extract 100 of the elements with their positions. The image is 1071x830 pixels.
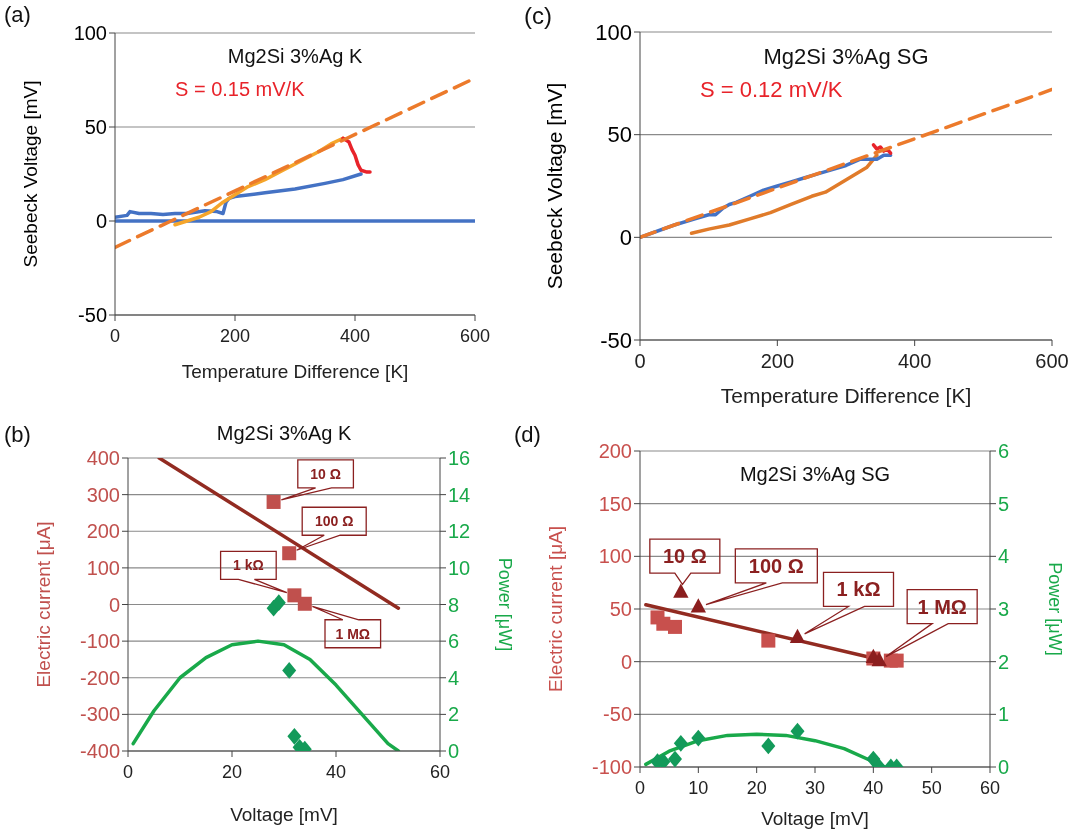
point	[690, 598, 707, 613]
x-axis-title: Temperature Difference [K]	[720, 384, 972, 407]
text: Mg2Si 3%Ag SG	[738, 463, 892, 486]
text: (c)	[524, 2, 552, 30]
point	[871, 651, 887, 667]
callout-box: 1 MΩ	[311, 605, 382, 649]
chart-title: Mg2Si 3%Ag K	[215, 422, 353, 445]
annotation: S = 0.15 mV/K	[175, 78, 305, 101]
point	[297, 596, 312, 611]
x-tick-label: 20	[746, 777, 767, 798]
y-tick-label: -50	[78, 304, 107, 327]
point	[266, 494, 281, 509]
x-tick-label: 30	[804, 777, 826, 798]
x-tick-label: 200	[760, 350, 795, 373]
x-tick-label: 20	[221, 761, 243, 782]
callout-box: 1 MΩ	[885, 588, 978, 658]
y2-tick-label: 1	[998, 703, 1010, 726]
point	[668, 619, 682, 634]
y2-tick-label: 3	[998, 598, 1010, 621]
y2-tick-label: 16	[448, 447, 471, 470]
x-tick-label: 50	[921, 777, 942, 798]
y2-tick-label: 4	[998, 545, 1010, 568]
annotation: 10 Ω	[662, 545, 707, 568]
y2-tick-label: 4	[448, 666, 460, 689]
x-axis-title: Temperature Difference [K]	[181, 361, 409, 382]
y2-tick-label: 2	[448, 703, 460, 726]
y-tick-label: -100	[79, 630, 120, 653]
x-tick-label: 40	[325, 761, 347, 782]
y2-tick-label: 14	[448, 483, 471, 506]
point	[673, 583, 689, 598]
y-tick-label: -200	[79, 666, 120, 689]
x-tick-label: 400	[339, 325, 371, 346]
x-tick-label: 600	[1035, 350, 1069, 373]
y2-axis-title: Power [μW]	[1044, 562, 1065, 656]
y-axis-title: Electric current [μA]	[544, 525, 566, 693]
x-tick-label: 400	[897, 350, 932, 373]
text: (b)	[4, 422, 31, 448]
y-tick-label: 50	[84, 116, 107, 139]
callout-box: 100 Ω	[296, 506, 367, 551]
y-tick-label: 200	[86, 520, 120, 543]
x-axis-title: Voltage [mV]	[230, 804, 338, 825]
y-tick-label: 200	[598, 440, 632, 463]
x-tick-label: 40	[863, 777, 884, 798]
y-tick-label: 100	[598, 545, 632, 568]
y-tick-label: 0	[619, 225, 632, 251]
point	[282, 546, 297, 561]
line-series	[689, 153, 879, 235]
callout-box: 10 Ω	[649, 538, 721, 586]
y-tick-label: 0	[620, 650, 632, 673]
y-axis-title: Seebeck Voltage [mV]	[19, 80, 41, 268]
annotation: 1 MΩ	[335, 625, 371, 642]
x-tick-label: 0	[634, 350, 646, 373]
y2-tick-label: 0	[448, 740, 460, 763]
x-axis-title: Voltage [mV]	[761, 808, 869, 829]
y2-tick-label: 12	[448, 520, 471, 543]
annotation: S = 0.12 mV/K	[700, 77, 843, 103]
x-tick-label: 0	[634, 777, 646, 798]
callout-box: 1 kΩ	[804, 571, 895, 635]
y-axis-title: Electric current [μA]	[32, 521, 54, 688]
y2-tick-label: 6	[448, 630, 460, 653]
y-axis-title: Seebeck Voltage [mV]	[543, 82, 567, 290]
y-tick-label: 100	[595, 19, 632, 45]
line-series	[131, 639, 401, 751]
y-tick-label: 50	[607, 122, 632, 148]
annotation: 1 kΩ	[836, 578, 881, 601]
y-tick-label: 400	[86, 447, 120, 470]
y2-axis-title: Power [μW]	[494, 557, 515, 652]
y-tick-label: -50	[603, 703, 632, 726]
y-tick-label: 100	[86, 556, 120, 579]
callout-box: 10 Ω	[280, 459, 355, 501]
text: (a)	[4, 2, 31, 28]
point	[282, 662, 297, 679]
annotation: 100 Ω	[314, 513, 354, 530]
y2-tick-label: 5	[998, 492, 1010, 515]
y-tick-label: -50	[600, 327, 632, 353]
y-tick-label: -100	[591, 756, 632, 779]
annotation: 100 Ω	[748, 554, 804, 577]
y2-tick-label: 6	[998, 440, 1010, 463]
text: (d)	[514, 422, 541, 448]
point	[271, 594, 286, 612]
point	[789, 628, 806, 644]
annotation: 1 MΩ	[917, 595, 967, 618]
x-tick-label: 600	[459, 325, 491, 346]
y-tick-label: -300	[79, 703, 120, 726]
y-tick-label: 150	[598, 492, 632, 515]
y-tick-label: 100	[73, 22, 107, 45]
point	[761, 633, 776, 648]
y2-tick-label: 10	[448, 556, 471, 579]
line-series	[341, 136, 372, 174]
x-tick-label: 60	[979, 777, 1001, 798]
x-tick-label: 60	[429, 761, 451, 782]
callout-box: 100 Ω	[705, 548, 818, 606]
point	[889, 653, 904, 668]
y-tick-label: 50	[609, 598, 632, 621]
x-tick-label: 200	[219, 325, 251, 346]
y2-tick-label: 2	[998, 650, 1010, 673]
annotation: 10 Ω	[310, 465, 341, 482]
text: Mg2Si 3%Ag K	[226, 45, 364, 68]
y-tick-label: 0	[95, 210, 107, 233]
y-tick-label: -400	[79, 740, 120, 763]
